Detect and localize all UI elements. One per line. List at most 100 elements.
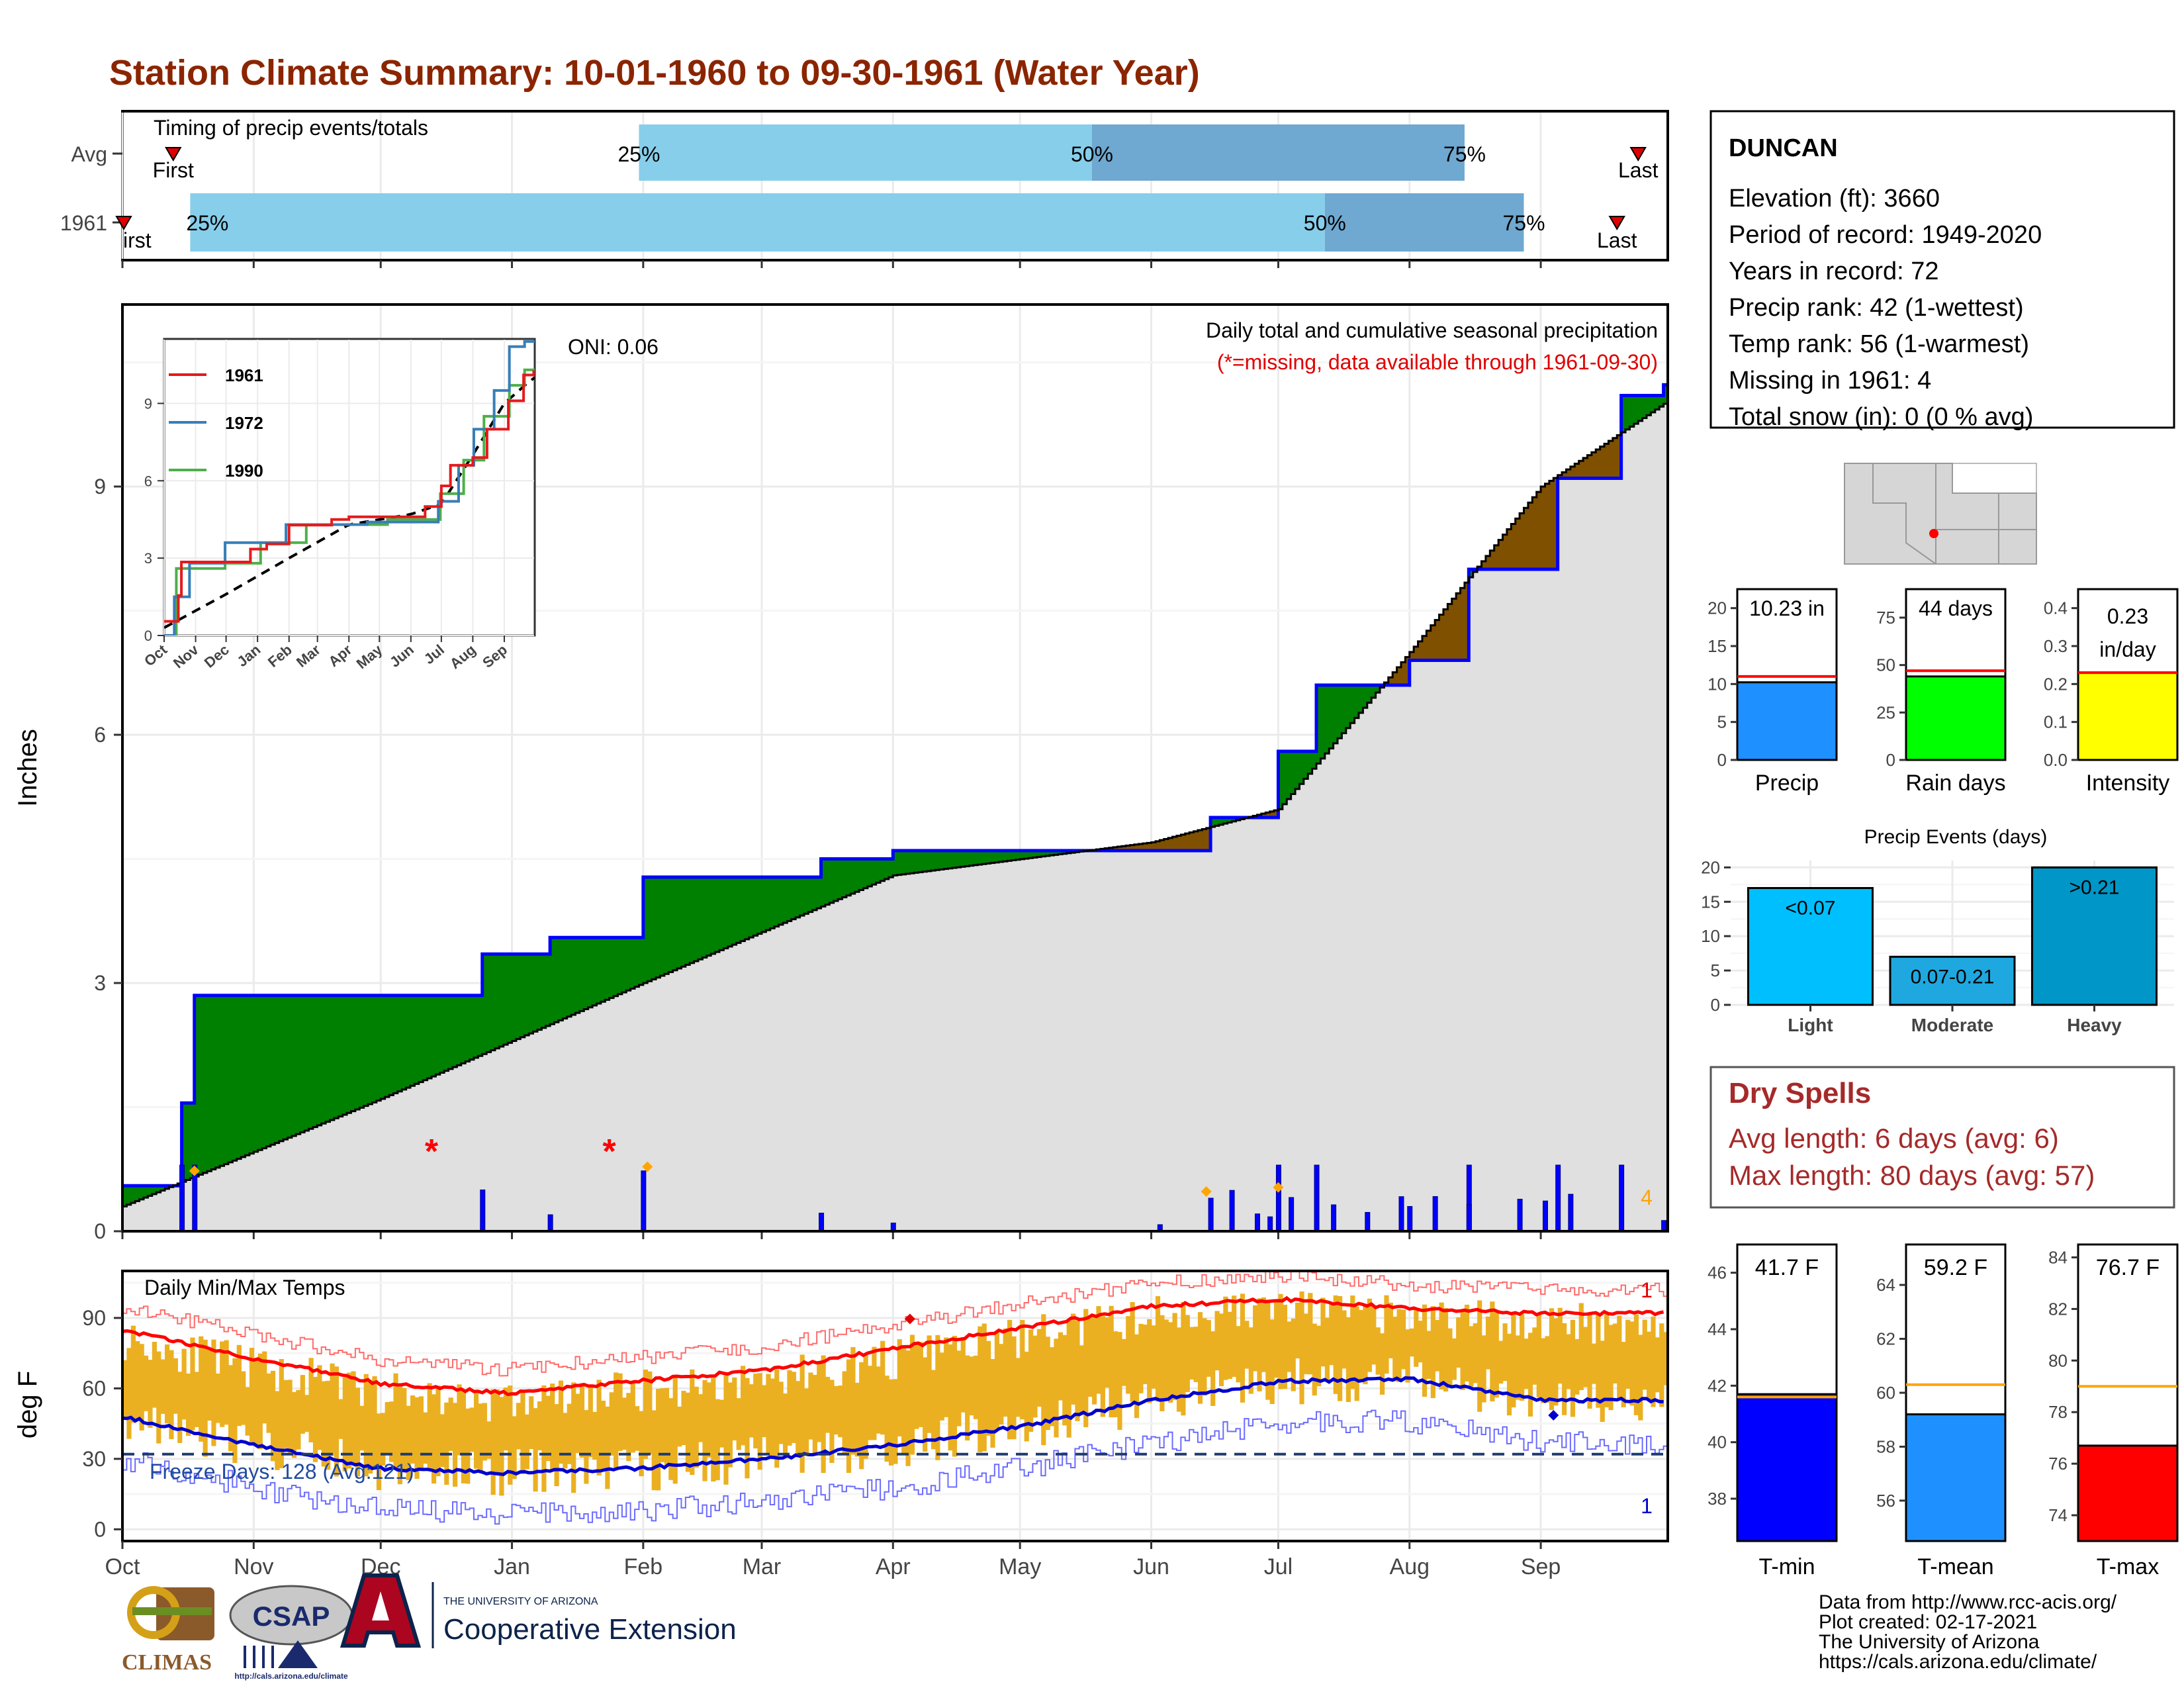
above-avg-fill (778, 877, 784, 925)
daily-temp-bar (909, 1335, 915, 1455)
daily-temp-bar (143, 1355, 149, 1411)
daily-temp-bar (1096, 1306, 1101, 1394)
above-avg-fill (347, 995, 352, 1113)
above-avg-fill (342, 995, 347, 1115)
daily-precip-bar (1157, 1224, 1163, 1231)
avg-first-marker (165, 147, 182, 162)
daily-temp-bar (406, 1405, 411, 1481)
above-avg-fill (410, 995, 416, 1086)
daily-temp-bar (1426, 1331, 1432, 1380)
daily-temp-bar (245, 1387, 250, 1436)
event-bar (1747, 887, 1874, 1006)
daily-temp-bar (1642, 1319, 1647, 1390)
daily-temp-bar (452, 1403, 458, 1487)
above-avg-fill (473, 995, 478, 1058)
daily-temp-bar (139, 1344, 144, 1431)
daily-precip-bar (1466, 1164, 1472, 1231)
daily-temp-bar (1163, 1319, 1169, 1399)
above-avg-fill (702, 877, 707, 958)
above-avg-fill (803, 877, 809, 914)
above-avg-fill (905, 851, 911, 874)
above-avg-fill (152, 1186, 157, 1194)
daily-temp-bar (503, 1387, 508, 1451)
above-avg-fill (1651, 395, 1656, 412)
daily-temp-bar (199, 1336, 204, 1442)
above-avg-fill (872, 859, 877, 885)
daily-temp-bar (825, 1376, 831, 1433)
event-category-label: Light (1788, 1015, 1833, 1035)
daily-temp-bar (715, 1399, 720, 1481)
daily-precip-bar (1517, 1198, 1523, 1231)
daily-temp-bar (177, 1372, 183, 1443)
daily-temp-bar (130, 1325, 136, 1423)
above-avg-fill (389, 995, 394, 1096)
above-avg-fill (554, 937, 559, 1023)
below-avg-fill (1121, 846, 1126, 851)
above-avg-fill (160, 1186, 165, 1191)
above-avg-fill (300, 995, 305, 1133)
above-avg-fill (563, 937, 568, 1019)
small-bar-ytick-label: 42 (1707, 1376, 1727, 1395)
above-avg-fill (439, 995, 445, 1073)
daily-temp-bar (635, 1406, 640, 1451)
below-avg-fill (1562, 472, 1567, 479)
month-label: Sep (1521, 1554, 1561, 1579)
daily-temp-bar (414, 1397, 420, 1479)
daily-temp-bar (342, 1377, 347, 1472)
daily-precip-bar (480, 1190, 486, 1231)
above-avg-fill (228, 995, 233, 1162)
daily-temp-bar (1477, 1300, 1482, 1412)
below-avg-fill (1138, 843, 1144, 851)
above-avg-fill (215, 995, 220, 1168)
above-avg-fill (1642, 395, 1647, 418)
above-avg-fill (304, 995, 310, 1131)
above-avg-fill (643, 877, 648, 983)
precip-ytick-label: 9 (94, 475, 106, 498)
above-avg-fill (817, 877, 822, 909)
daily-temp-bar (1443, 1308, 1449, 1392)
below-avg-fill (1147, 843, 1152, 851)
month-label: Feb (624, 1554, 663, 1579)
daily-temp-bar (1185, 1315, 1190, 1392)
above-avg-fill (494, 954, 500, 1049)
bar-chart-intensity: 0.23 in/day Intensity 0.0 0.1 0.2 0.3 0.4 (2044, 588, 2179, 796)
daily-temp-bar (1130, 1302, 1135, 1402)
above-avg-fill (617, 937, 623, 994)
daily-temp-bar (753, 1374, 758, 1449)
daily-temp-bar (1625, 1319, 1631, 1389)
raindays-value: 44 days (1919, 596, 1993, 620)
small-bar-ytick-label: 38 (1707, 1489, 1727, 1509)
daily-temp-bar (981, 1323, 987, 1452)
above-avg-fill (211, 995, 216, 1170)
small-bar-ytick-label: 82 (2048, 1299, 2068, 1319)
daily-temp-bar (508, 1385, 513, 1485)
above-avg-fill (279, 995, 284, 1141)
above-avg-fill (1041, 851, 1046, 857)
daily-temp-bar (719, 1399, 725, 1448)
daily-temp-bar (1481, 1335, 1486, 1403)
daily-temp-bar (1227, 1311, 1232, 1380)
above-avg-fill (512, 954, 517, 1041)
daily-precip-bar (179, 1164, 185, 1231)
daily-temp-bar (1464, 1304, 1470, 1382)
daily-temp-bar (803, 1388, 809, 1456)
daily-temp-bar (1557, 1307, 1563, 1384)
above-avg-fill (1050, 851, 1054, 856)
daily-temp-bar (1248, 1327, 1253, 1394)
daily-temp-bar (952, 1335, 958, 1457)
daily-temp-bar (211, 1339, 216, 1446)
above-avg-fill (312, 995, 318, 1127)
daily-temp-bar (1087, 1317, 1093, 1397)
daily-temp-bar (812, 1374, 817, 1456)
above-avg-fill (799, 877, 805, 916)
daily-temp-bar (761, 1385, 767, 1438)
daily-temp-bar (1075, 1320, 1080, 1421)
small-bar-ytick-label: 0.2 (2044, 674, 2068, 694)
above-avg-fill (461, 995, 466, 1064)
daily-temp-bar (512, 1416, 517, 1479)
above-avg-fill (385, 995, 390, 1098)
above-avg-fill (630, 937, 635, 989)
daily-temp-bar (1050, 1347, 1055, 1427)
climas-logo-text: CLIMAS (122, 1650, 212, 1675)
daily-temp-bar (563, 1413, 568, 1469)
